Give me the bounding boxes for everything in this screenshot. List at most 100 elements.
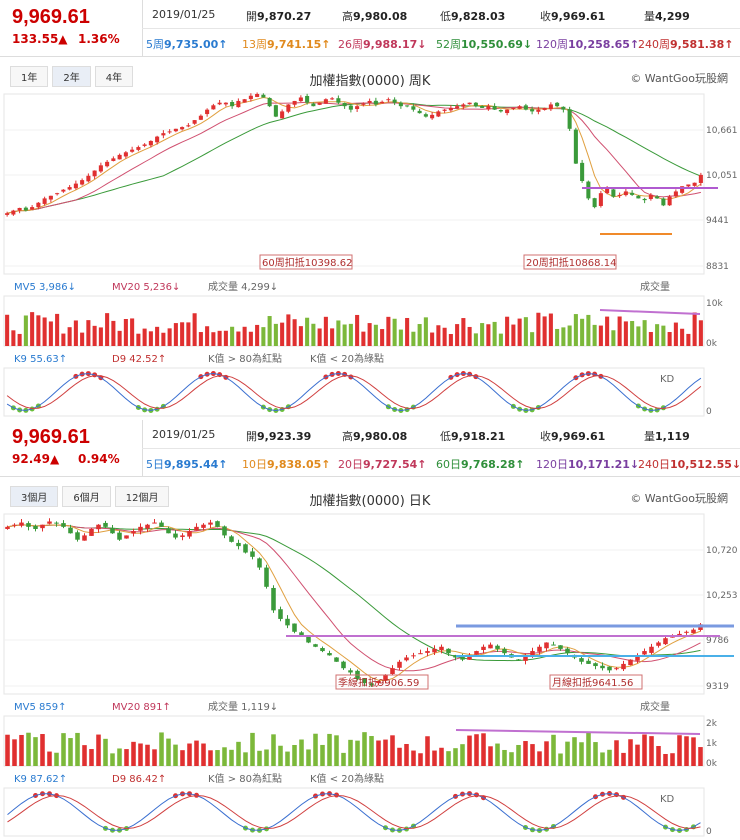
daily-d-line [7, 794, 701, 830]
weekly-volume-bar [192, 313, 197, 346]
weekly-candle [73, 183, 78, 189]
weekly-candle [605, 187, 610, 194]
daily-candle [439, 646, 444, 651]
daily-volume-bar [565, 741, 570, 766]
daily-vol-tick-0: 2k [706, 719, 718, 729]
weekly-vol-tick-0: 10k [706, 299, 723, 309]
weekly-candle [192, 120, 197, 124]
weekly-volume-bar [467, 326, 472, 346]
daily-volume-bar [530, 744, 535, 766]
weekly-candle [123, 152, 128, 157]
weekly-candle [242, 99, 247, 103]
daily-volume-bar [544, 741, 549, 766]
weekly-volume-bar [111, 320, 116, 346]
weekly-volume-bar [161, 332, 166, 346]
daily-volume-bar [558, 753, 563, 766]
weekly-ma-2: 26周9,988.17↓ [338, 38, 427, 51]
weekly-candle [617, 194, 622, 196]
weekly-volume-bar [667, 332, 672, 346]
daily-volume-bar [628, 739, 633, 766]
weekly-close: 收9,969.61 [540, 10, 606, 23]
daily-candle [467, 655, 472, 660]
weekly-ma-1: 13周9,741.15↑ [242, 38, 331, 51]
daily-candle [75, 532, 80, 540]
daily-tab-0[interactable]: 3個月 [10, 486, 59, 507]
daily-volume-bar [124, 749, 129, 766]
daily-volume-bar [159, 732, 164, 766]
daily-close: 收9,969.61 [540, 430, 606, 443]
daily-volume-bar [89, 749, 94, 766]
weekly-chart-title: 加權指數(0000) 周K [309, 74, 431, 89]
daily-volume-bar [292, 745, 297, 766]
weekly-candle [236, 100, 241, 108]
weekly-kd-note-2: K值 < 20為綠點 [310, 352, 384, 365]
daily-volume-bar [411, 750, 416, 766]
weekly-candle [492, 105, 497, 110]
weekly-volume-bar [586, 314, 591, 346]
daily-candle [131, 531, 136, 534]
daily-volume-bar [677, 735, 682, 766]
weekly-candle [436, 111, 441, 117]
daily-ma-4: 120日10,171.21↓ [536, 458, 640, 471]
daily-kd-frame [3, 787, 705, 837]
daily-candle [376, 681, 381, 684]
daily-volume-bar [495, 743, 500, 766]
weekly-candle [380, 101, 385, 104]
daily-volume-bar [621, 752, 626, 766]
daily-volume-bar [180, 750, 185, 766]
weekly-change: 133.55▲ [12, 32, 68, 46]
weekly-candle [673, 191, 678, 197]
daily-candle [257, 558, 262, 568]
weekly-volume-bar [430, 332, 435, 346]
daily-volume-bar [40, 734, 45, 766]
weekly-candle [636, 195, 641, 199]
daily-volume-bar [19, 734, 24, 766]
daily-volume-bar [243, 752, 248, 766]
weekly-tab-2[interactable]: 4年 [94, 66, 134, 87]
weekly-candle [142, 144, 147, 146]
weekly-volume-bar [661, 325, 666, 346]
weekly-tab-0[interactable]: 1年 [10, 66, 49, 87]
weekly-candle [698, 174, 703, 183]
weekly-quote-header: 9,969.61 133.55▲ 1.36% 2019/01/25 開9,870… [0, 0, 740, 57]
daily-candle [551, 644, 556, 646]
weekly-volume-bar [348, 323, 353, 346]
weekly-tab-1[interactable]: 2年 [52, 66, 91, 87]
daily-volume-bar [369, 736, 374, 766]
daily-tab-2[interactable]: 12個月 [114, 486, 170, 507]
daily-volume-bar [257, 750, 262, 766]
daily-chart-title: 加權指數(0000) 日K [309, 494, 431, 509]
weekly-candle [505, 109, 510, 114]
daily-volume-bar [299, 739, 304, 766]
weekly-ytick-1: 10,051 [706, 171, 738, 181]
daily-candle [621, 663, 626, 670]
weekly-volume-bar [555, 328, 560, 346]
daily-volume-bar [698, 747, 703, 766]
daily-tab-1[interactable]: 6個月 [62, 486, 111, 507]
weekly-k9: K9 55.63↑ [14, 354, 67, 365]
weekly-header-divider [142, 28, 740, 29]
daily-candle [54, 522, 59, 524]
weekly-annotation-2: 20周扣抵10868.14 [526, 256, 616, 269]
weekly-candle [461, 104, 466, 107]
weekly-candle [548, 104, 553, 110]
daily-mv20: MV20 891↑ [112, 702, 171, 713]
daily-candle [537, 646, 542, 652]
weekly-candle [642, 198, 647, 201]
daily-volume-bar [229, 749, 234, 766]
weekly-candle [292, 100, 297, 105]
daily-candle [138, 526, 143, 531]
daily-change-pct: 0.94% [78, 452, 120, 466]
weekly-volume-bar [686, 333, 691, 346]
weekly-volume-bar [173, 323, 178, 346]
weekly-volume-bar [605, 316, 610, 346]
weekly-candle [130, 149, 135, 152]
daily-candle [579, 658, 584, 662]
daily-candle [607, 666, 612, 671]
daily-volume-bar [348, 739, 353, 766]
weekly-volume-bar [92, 325, 97, 346]
daily-candle [250, 551, 255, 557]
weekly-volume-bar [186, 322, 191, 346]
daily-panel: 9,969.61 92.49▲ 0.94% 2019/01/25 開9,923.… [0, 420, 740, 840]
weekly-candle [580, 162, 585, 181]
